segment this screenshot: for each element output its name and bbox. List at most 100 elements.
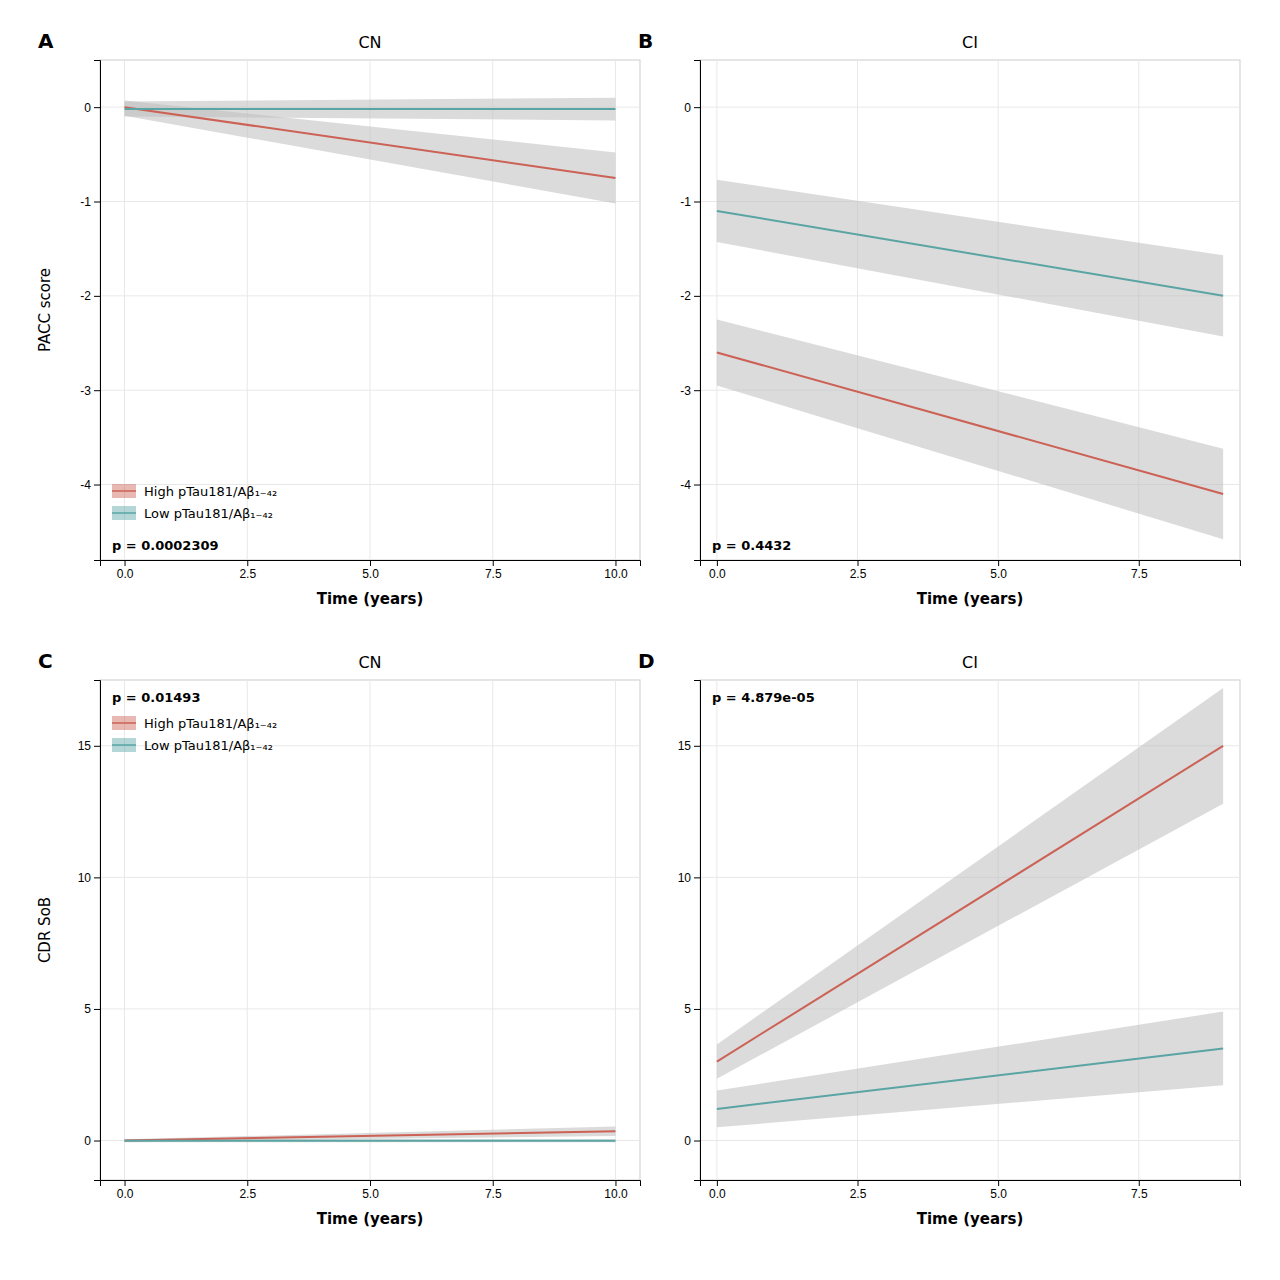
marks: [125, 1127, 616, 1143]
y-tick-mark: [94, 390, 100, 391]
series-line: [125, 108, 616, 110]
series-line: [717, 352, 1223, 494]
x-tick: 0.0: [117, 560, 134, 581]
x-tick: 0.0: [117, 1180, 134, 1201]
legend-swatch-line: [112, 744, 136, 746]
y-tick-mark: [94, 107, 100, 108]
grid-line: [370, 680, 371, 1180]
x-tick: 5.0: [990, 1180, 1007, 1201]
x-tick-mark: [125, 1180, 126, 1186]
x-axis-line: [701, 1181, 1241, 1187]
grid-line: [124, 680, 125, 1180]
ci-band: [717, 319, 1223, 539]
grid-line: [100, 877, 640, 878]
series-line: [125, 107, 616, 178]
y-axis-line: [94, 681, 101, 1181]
x-tick: 5.0: [362, 560, 379, 581]
y-tick-label: 15: [78, 739, 92, 753]
y-tick-mark: [694, 296, 700, 297]
y-tick-label: -4: [80, 478, 91, 492]
x-tick: 7.5: [485, 560, 502, 581]
x-tick: 7.5: [485, 1180, 502, 1201]
legend-label: Low pTau181/Aβ₁₋₄₂: [144, 738, 273, 753]
legend: High pTau181/Aβ₁₋₄₂Low pTau181/Aβ₁₋₄₂: [112, 484, 277, 521]
legend-label: Low pTau181/Aβ₁₋₄₂: [144, 506, 273, 521]
panel-label: A: [38, 29, 54, 53]
x-tick: 10.0: [604, 1180, 628, 1201]
y-tick: 5: [84, 1002, 100, 1016]
legend-swatch: [112, 506, 136, 520]
y-tick: -2: [680, 289, 700, 303]
x-tick-label: 5.0: [362, 567, 379, 581]
y-tick-label: 0: [684, 1134, 691, 1148]
x-tick-mark: [717, 1180, 718, 1186]
series-line: [717, 1048, 1223, 1109]
plot-frame: [100, 60, 640, 560]
y-tick-mark: [94, 877, 100, 878]
x-tick: 5.0: [362, 1180, 379, 1201]
x-tick-label: 5.0: [990, 1187, 1007, 1201]
x-axis-line: [101, 1181, 641, 1187]
x-tick-mark: [615, 1180, 616, 1186]
x-tick-label: 5.0: [990, 567, 1007, 581]
legend-item: High pTau181/Aβ₁₋₄₂: [112, 716, 277, 731]
y-tick-mark: [694, 877, 700, 878]
legend-swatch-line: [112, 512, 136, 514]
x-tick: 0.0: [709, 1180, 726, 1201]
annotation: p = 4.879e-05: [712, 690, 815, 705]
legend: High pTau181/Aβ₁₋₄₂ Low pTau181/Aβ₁₋₄₂: [112, 716, 277, 753]
grid-line: [247, 680, 248, 1180]
x-tick: 2.5: [850, 560, 867, 581]
grid-line: [998, 680, 999, 1180]
panel-label: B: [638, 29, 653, 53]
ci-band: [717, 1012, 1223, 1128]
y-tick: 15: [678, 739, 700, 753]
y-axis-line: [694, 61, 701, 561]
chart-root: 0.0 2.5 5.0 7.5 10.0 0 -1 -2 -3 -4 CN A Time (years)…: [0, 0, 1280, 1280]
x-tick-label: 7.5: [485, 567, 502, 581]
legend-swatch: [112, 484, 136, 498]
y-tick-mark: [94, 1141, 100, 1142]
grid-line: [615, 680, 616, 1180]
y-tick: -1: [80, 195, 100, 209]
y-tick: -3: [80, 384, 100, 398]
y-axis-line: [694, 681, 701, 1181]
x-tick: 2.5: [239, 1180, 256, 1201]
y-axis: 0-1-2-3-4: [80, 61, 100, 561]
x-tick: 7.5: [1131, 1180, 1148, 1201]
annotation: p = 0.0002309: [112, 538, 219, 553]
legend-swatch: [112, 716, 136, 730]
y-tick: 15: [78, 739, 100, 753]
panel-title: CN: [358, 33, 381, 52]
y-tick-mark: [694, 1141, 700, 1142]
panel: 0.02.55.07.5051015CIDTime (years)p = 4.8…: [638, 649, 1241, 1228]
grid-line: [700, 107, 1240, 108]
x-tick-label: 7.5: [1131, 1187, 1148, 1201]
grid-line: [100, 201, 640, 202]
panel: 0.02.55.07.510.0051015CNCTime (years)CDR…: [36, 649, 641, 1228]
y-tick-label: -1: [680, 195, 691, 209]
panel: 0.02.55.07.50-1-2-3-4CIBTime (years)p = …: [638, 29, 1241, 608]
x-tick: 5.0: [990, 560, 1007, 581]
panel: 0.02.55.07.510.00-1-2-3-4CNATime (years)…: [36, 29, 641, 608]
x-axis-title: Time (years): [317, 590, 424, 608]
y-tick-label: 0: [84, 1134, 91, 1148]
x-tick-mark: [247, 560, 248, 566]
y-tick: 0: [684, 1134, 700, 1148]
y-tick: -3: [680, 384, 700, 398]
legend-item: Low pTau181/Aβ₁₋₄₂: [112, 506, 273, 521]
x-axis: 0.02.55.07.5: [701, 1180, 1241, 1201]
plot-frame: [100, 680, 640, 1180]
y-tick-label: 5: [684, 1002, 691, 1016]
y-tick: 10: [78, 871, 100, 885]
grid: [700, 60, 1240, 560]
legend-swatch: [112, 738, 136, 752]
y-tick-mark: [94, 746, 100, 747]
y-tick-mark: [94, 485, 100, 486]
x-tick-mark: [493, 560, 494, 566]
panel-label: C: [38, 649, 53, 673]
x-tick: 7.5: [1131, 560, 1148, 581]
ci-band: [125, 1127, 616, 1142]
x-axis: 0.02.55.07.510.0: [101, 560, 641, 581]
x-tick-label: 10.0: [604, 567, 628, 581]
